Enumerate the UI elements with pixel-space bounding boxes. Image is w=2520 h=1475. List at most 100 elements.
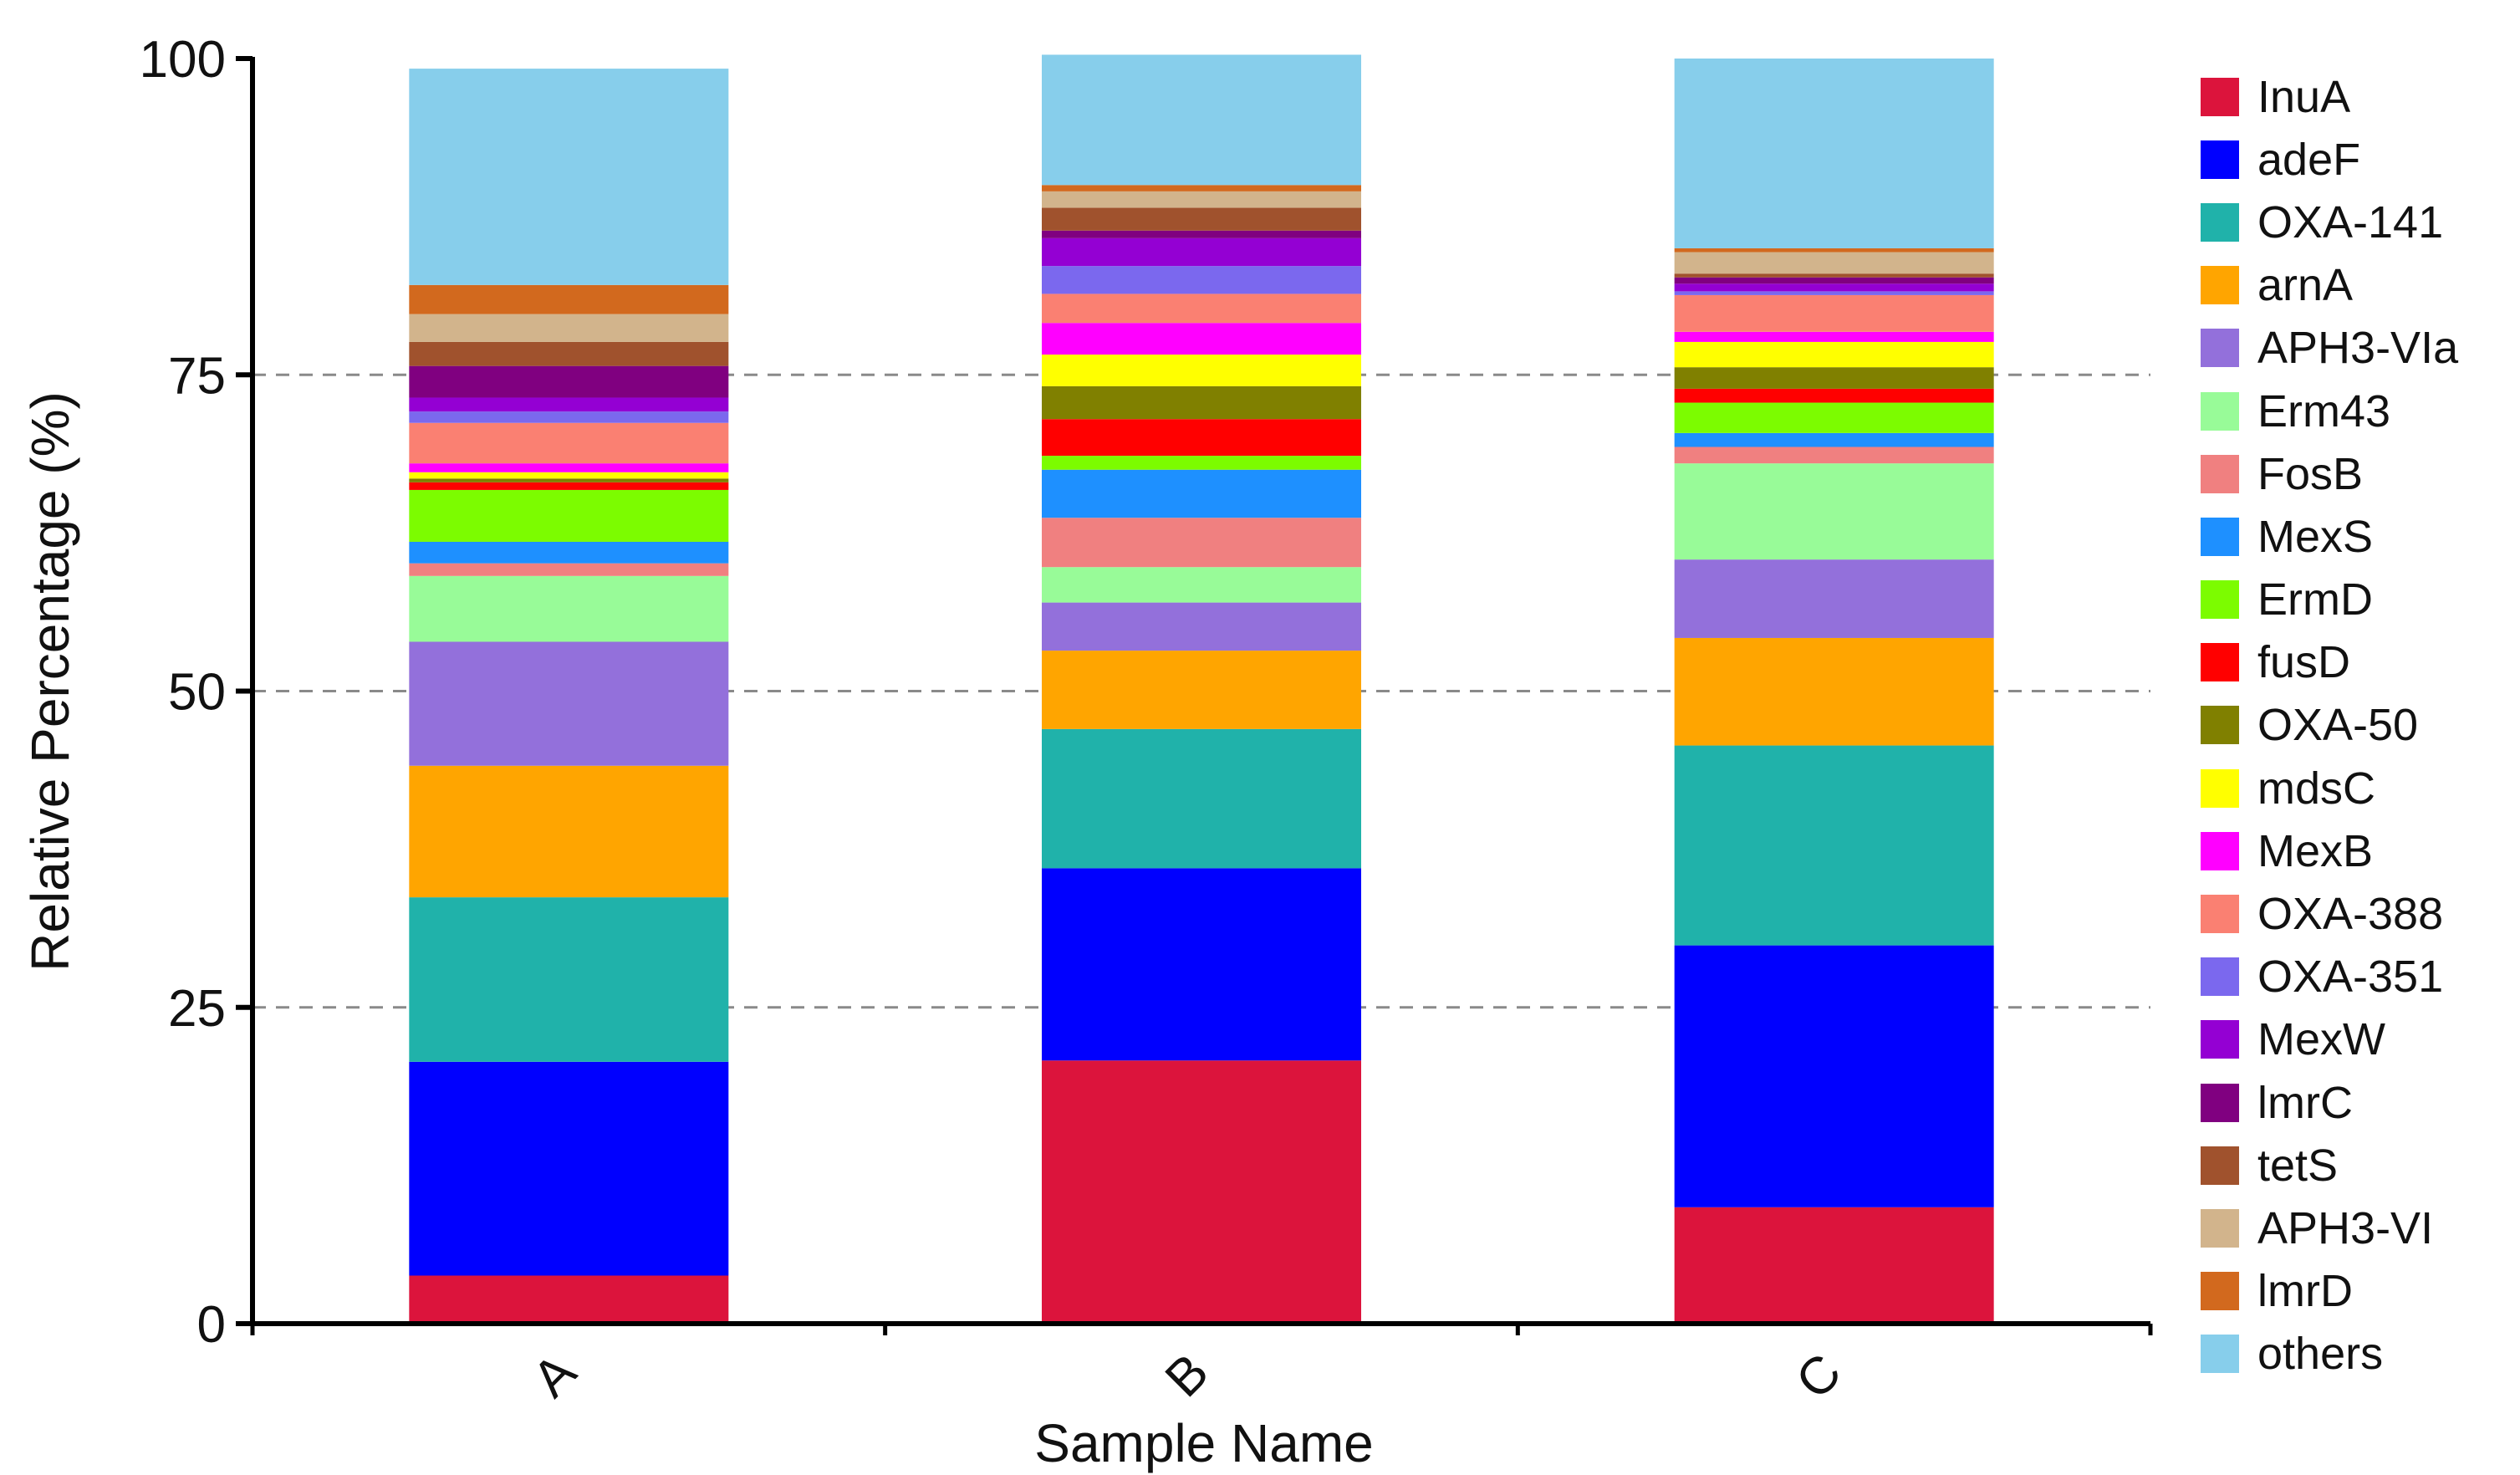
legend-swatch <box>2201 957 2239 997</box>
segment-C-MexS <box>1674 432 1994 447</box>
segment-A-arnA <box>409 765 729 898</box>
segment-C-OXA-351 <box>1674 291 1994 295</box>
legend-swatch <box>2201 517 2239 556</box>
segment-C-Erm43 <box>1674 463 1994 560</box>
segment-B-MexS <box>1042 469 1361 518</box>
segment-A-tetS <box>409 341 729 366</box>
segment-A-APH3-VIa <box>409 641 729 766</box>
legend-item-MexS: MexS <box>2201 505 2518 568</box>
legend-swatch <box>2201 1272 2239 1311</box>
legend-swatch <box>2201 580 2239 620</box>
segment-B-adeF <box>1042 868 1361 1061</box>
legend-label: OXA-351 <box>2257 952 2444 1003</box>
y-tick-label-100: 100 <box>140 31 226 89</box>
segment-A-OXA-388 <box>409 422 729 464</box>
legend-swatch <box>2201 831 2239 870</box>
segment-C-fusD <box>1674 388 1994 403</box>
y-tick-label-25: 25 <box>168 980 226 1038</box>
segment-B-mdsC <box>1042 355 1361 386</box>
legend-label: APH3-VI <box>2257 1202 2434 1253</box>
legend-swatch <box>2201 329 2239 368</box>
legend-swatch <box>2201 768 2239 808</box>
legend-swatch <box>2201 706 2239 745</box>
legend-item-arnA: arnA <box>2201 254 2518 317</box>
legend-item-FosB: FosB <box>2201 442 2518 505</box>
segment-B-arnA <box>1042 651 1361 729</box>
x-tick-label-A: A <box>522 1343 587 1408</box>
legend-label: APH3-VIa <box>2257 323 2459 374</box>
legend-item-OXA-141: OXA-141 <box>2201 191 2518 253</box>
segment-C-APH3-VI <box>1674 252 1994 274</box>
y-tick-label-50: 50 <box>168 664 226 722</box>
segment-B-InuA <box>1042 1060 1361 1324</box>
legend-label: FosB <box>2257 448 2364 499</box>
segment-C-APH3-VIa <box>1674 559 1994 638</box>
segment-C-lmrD <box>1674 248 1994 253</box>
legend-item-tetS: tetS <box>2201 1134 2518 1197</box>
segment-B-fusD <box>1042 419 1361 457</box>
legend-swatch <box>2201 1020 2239 1059</box>
segment-B-OXA-388 <box>1042 293 1361 324</box>
x-axis-ticks: A B C <box>250 1324 2153 1411</box>
segment-A-ErmD <box>409 489 729 542</box>
legend-item-fusD: fusD <box>2201 631 2518 694</box>
segment-B-ErmD <box>1042 456 1361 470</box>
stacked-bars <box>409 54 1994 1324</box>
segment-C-adeF <box>1674 945 1994 1207</box>
legend-item-adeF: adeF <box>2201 128 2518 191</box>
y-tick-label-75: 75 <box>168 347 226 405</box>
legend-item-OXA-50: OXA-50 <box>2201 694 2518 757</box>
segment-A-OXA-141 <box>409 897 729 1062</box>
legend-label: others <box>2257 1329 2384 1380</box>
segment-C-lmrC <box>1674 277 1994 284</box>
legend-label: MexS <box>2257 511 2374 562</box>
segment-B-APH3-VIa <box>1042 602 1361 651</box>
segment-B-OXA-50 <box>1042 385 1361 420</box>
segment-A-lmrD <box>409 284 729 314</box>
segment-A-OXA-351 <box>409 411 729 423</box>
segment-C-FosB <box>1674 447 1994 464</box>
segment-C-InuA <box>1674 1207 1994 1324</box>
legend-label: Erm43 <box>2257 385 2391 436</box>
legend-label: arnA <box>2257 260 2354 311</box>
segment-B-others <box>1042 54 1361 186</box>
segment-A-APH3-VI <box>409 314 729 342</box>
legend-swatch <box>2201 77 2239 116</box>
segment-A-MexB <box>409 463 729 472</box>
segment-B-lmrC <box>1042 230 1361 238</box>
legend-item-lmrC: lmrC <box>2201 1071 2518 1134</box>
segment-C-OXA-50 <box>1674 367 1994 389</box>
legend-item-MexB: MexB <box>2201 819 2518 882</box>
segment-C-ErmD <box>1674 402 1994 433</box>
segment-C-others <box>1674 59 1994 248</box>
segment-B-MexW <box>1042 237 1361 267</box>
y-tick-label-0: 0 <box>197 1296 226 1354</box>
legend-label: OXA-50 <box>2257 700 2419 751</box>
segment-B-Erm43 <box>1042 567 1361 603</box>
legend-swatch <box>2201 1146 2239 1185</box>
segment-A-MexS <box>409 541 729 564</box>
segment-B-tetS <box>1042 207 1361 231</box>
segment-A-MexW <box>409 397 729 412</box>
y-axis-title: Relative Percentage (%) <box>20 391 80 972</box>
legend-swatch <box>2201 1083 2239 1122</box>
legend-label: tetS <box>2257 1140 2339 1191</box>
legend-swatch <box>2201 643 2239 682</box>
legend-label: OXA-141 <box>2257 196 2444 248</box>
legend-item-Erm43: Erm43 <box>2201 380 2518 442</box>
legend-swatch <box>2201 202 2239 242</box>
segment-A-FosB <box>409 563 729 576</box>
segment-C-OXA-141 <box>1674 745 1994 946</box>
segment-A-lmrC <box>409 365 729 398</box>
x-tick-label-C: C <box>1785 1343 1852 1410</box>
legend-item-OXA-388: OXA-388 <box>2201 882 2518 945</box>
segment-B-lmrD <box>1042 185 1361 191</box>
legend-label: MexB <box>2257 825 2374 876</box>
legend-item-InuA: InuA <box>2201 65 2518 128</box>
legend-swatch <box>2201 391 2239 431</box>
segment-B-OXA-351 <box>1042 266 1361 294</box>
legend-label: lmrC <box>2257 1077 2353 1128</box>
legend-swatch <box>2201 895 2239 934</box>
legend-label: OXA-388 <box>2257 889 2444 940</box>
